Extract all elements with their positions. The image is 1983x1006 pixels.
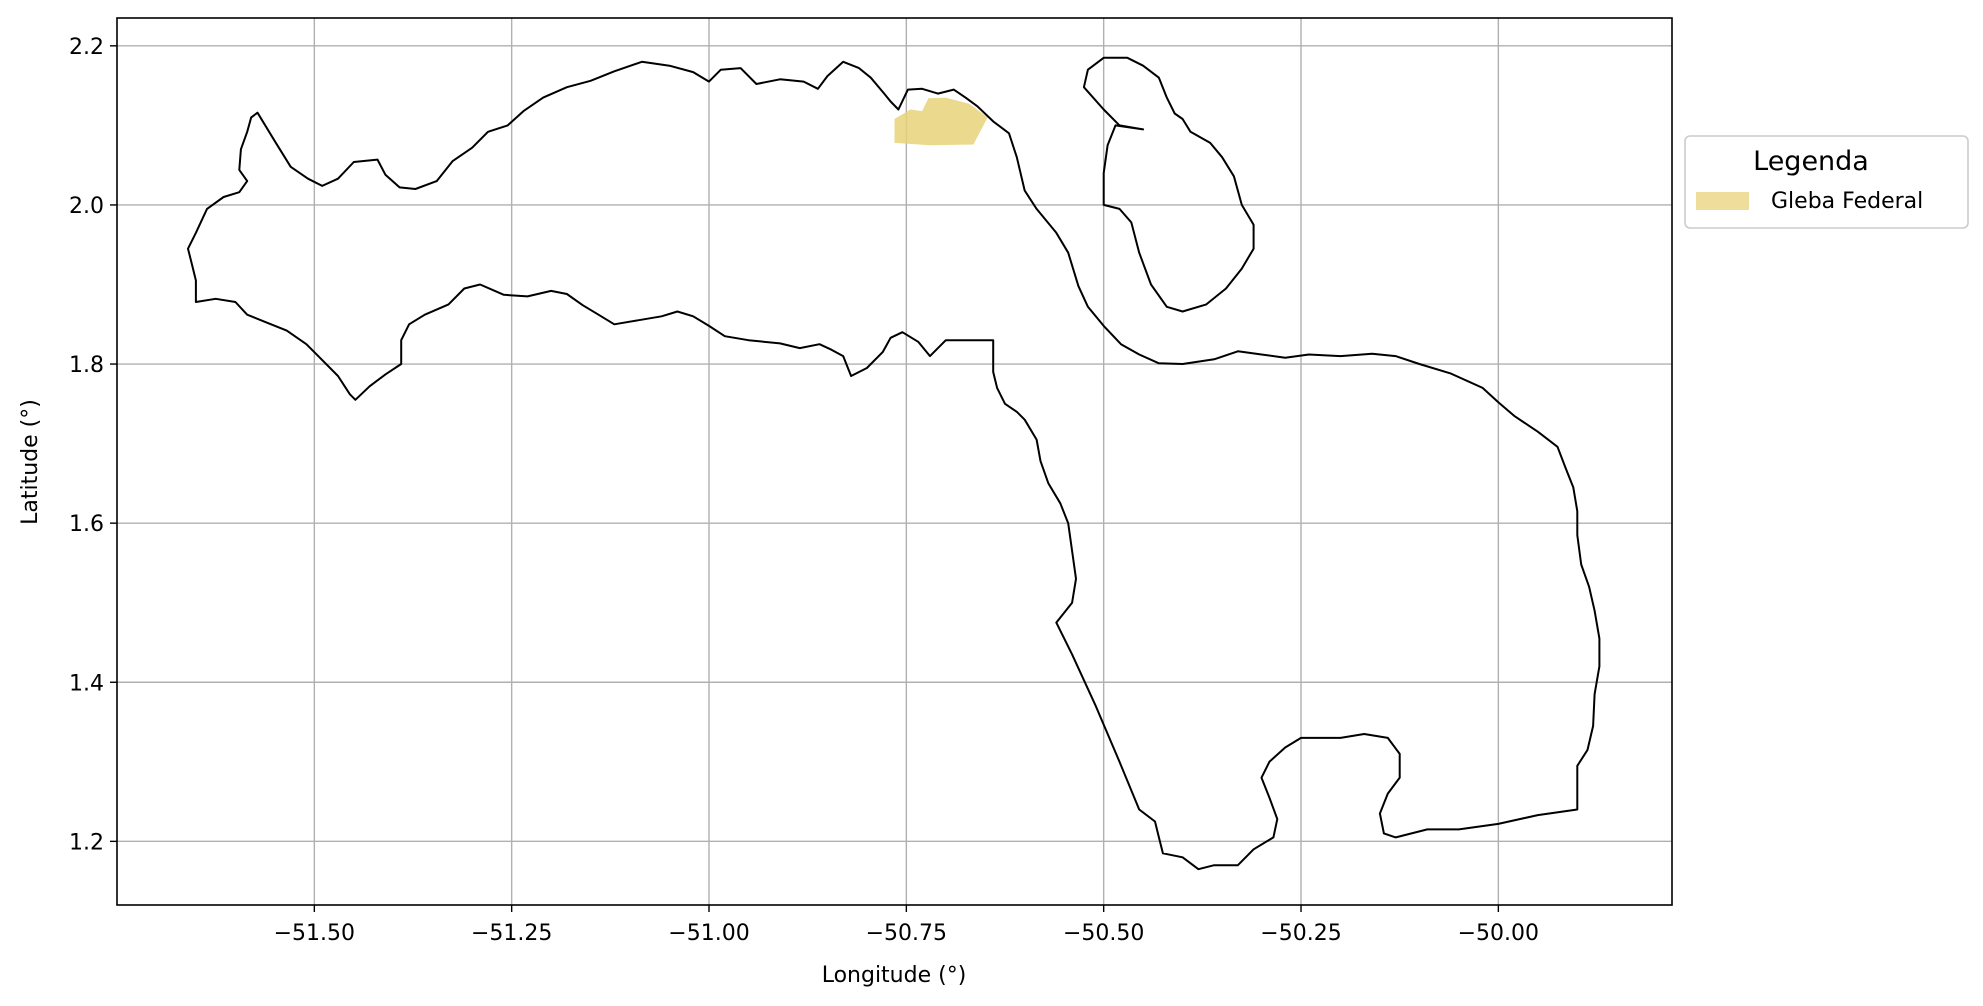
gleba-federal-polygon <box>894 97 988 146</box>
x-tick-label: −50.75 <box>866 921 947 946</box>
grid-lines <box>117 18 1672 905</box>
boundary-island-outline <box>1082 56 1255 313</box>
x-tick-label: −50.50 <box>1063 921 1144 946</box>
y-tick-label: 1.4 <box>69 671 104 696</box>
map-layers <box>187 56 1601 871</box>
legend-frame <box>1684 135 1969 229</box>
y-tick-label: 2.0 <box>69 194 104 219</box>
plot-area <box>116 17 1673 906</box>
y-axis: 1.2 1.4 1.6 1.8 2.0 2.2 <box>69 35 117 855</box>
y-tick-label: 1.2 <box>69 830 104 855</box>
x-tick-label: −51.50 <box>274 921 355 946</box>
x-axis: −51.50 −51.25 −51.00 −50.75 −50.50 −50.25 −50.… <box>274 905 1539 946</box>
legend: Legenda Gleba Federal <box>1684 135 1969 229</box>
legend-title: Legenda <box>1753 146 1869 177</box>
x-tick-label: −50.00 <box>1458 921 1539 946</box>
x-tick-label: −51.25 <box>471 921 552 946</box>
legend-swatch-gleba-federal <box>1696 192 1749 210</box>
x-tick-label: −51.00 <box>668 921 749 946</box>
x-axis-label: Longitude (°) <box>822 963 967 988</box>
plot-frame <box>116 17 1673 906</box>
layer-gleba-federal <box>894 97 988 146</box>
y-tick-label: 2.2 <box>69 35 104 60</box>
legend-label-gleba-federal: Gleba Federal <box>1771 189 1923 214</box>
y-tick-label: 1.6 <box>69 512 104 537</box>
layer-municipal-boundary <box>187 56 1601 871</box>
x-tick-label: −50.25 <box>1260 921 1341 946</box>
y-tick-label: 1.8 <box>69 353 104 378</box>
y-axis-label: Latitude (°) <box>18 399 43 525</box>
boundary-mainland-outline <box>187 60 1601 871</box>
